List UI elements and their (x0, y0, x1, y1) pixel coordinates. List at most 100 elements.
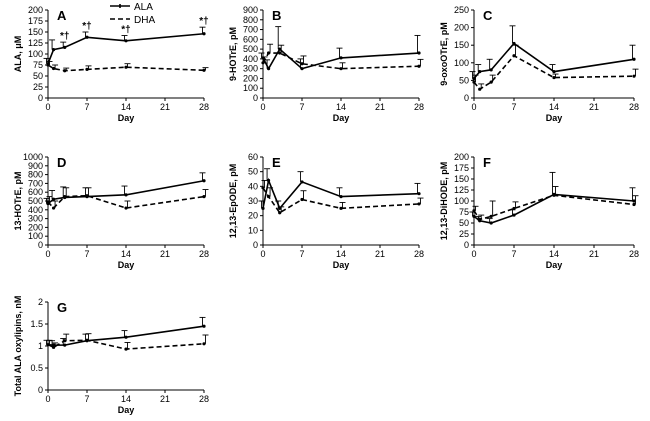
panel-g-x-tick-label: 0 (45, 394, 50, 404)
panel-c-y-tick-label: 250 (454, 5, 469, 15)
panel-a-y-label: ALA, μM (13, 36, 23, 73)
panel-d-series-ala-point (202, 179, 206, 183)
panel-g-x-tick-label: 21 (160, 394, 170, 404)
panel-b-y-tick-label: 100 (243, 83, 258, 93)
panel-a-series-dha-point (85, 67, 89, 71)
panel-b-series-ala-point (278, 47, 282, 51)
panel-a-y-tick-label: 100 (28, 49, 43, 59)
panel-a-letter: A (57, 8, 67, 23)
panel-c-series-dha-line (473, 54, 635, 91)
panel-b-series-dha-point (339, 67, 343, 71)
panel-a-significance-mark: *† (60, 31, 69, 42)
panel-a-significance-mark: *† (121, 25, 130, 36)
panel-a-x-tick-label: 14 (121, 102, 131, 112)
panel-f-series-dha-point (478, 217, 482, 222)
panel-a-series-dha (46, 61, 209, 73)
panel-e-series-ala-line (262, 177, 420, 210)
panel-f-x-tick-label: 0 (471, 249, 476, 259)
panel-c-series-dha-point (489, 80, 493, 84)
panel-b-series-dha-point (417, 64, 421, 68)
panel-e-series-dha (261, 180, 424, 215)
panel-a-y-tick-label: 0 (38, 93, 43, 103)
panel-d-series-ala-point (51, 197, 56, 201)
panel-a-series-ala-point (124, 39, 128, 43)
panel-e-y-tick-label: 30 (248, 196, 258, 206)
panel-g-y-tick-label: 0 (38, 385, 43, 395)
panel-a-series-dha-point (124, 65, 128, 69)
panel-c-x-tick-label: 7 (511, 102, 516, 112)
panel-f-y-tick-label: 75 (459, 207, 469, 217)
panel-e-x-label: Day (333, 260, 350, 270)
panel-c-y-tick-label: 0 (464, 93, 469, 103)
panel-c-x-tick-label: 21 (589, 102, 599, 112)
panel-g-series-dha (46, 333, 209, 351)
panel-c-x-tick-label: 14 (549, 102, 559, 112)
panel-a-significance-mark: *† (82, 21, 91, 32)
panel-g-y-label: Total ALA oxylipins, nM (13, 296, 23, 397)
panel-f-series-ala-point (489, 221, 493, 225)
panel-g-y-tick-label: 0.5 (30, 363, 43, 373)
panel-c-series-dha-point (632, 74, 636, 78)
panel-e-series-ala (258, 168, 421, 210)
panel-b-x-tick-label: 0 (260, 102, 265, 112)
panel-e-series-ala-point (339, 195, 343, 199)
panel-c-y-tick-label: 200 (454, 23, 469, 33)
panel-e-x-tick-label: 7 (299, 249, 304, 259)
panel-e-x-tick-label: 28 (414, 249, 424, 259)
panel-g-x-label: Day (118, 405, 135, 415)
panel-f-x-tick-label: 14 (549, 249, 559, 259)
panel-d-series-dha (46, 187, 209, 210)
panel-g-series-ala-point (124, 335, 128, 339)
panel-c-series-dha-point (478, 87, 482, 91)
panel-d-x-tick-label: 7 (84, 249, 89, 259)
panel-d-x-label: Day (118, 260, 135, 270)
panel-b-y-tick-label: 800 (243, 15, 258, 25)
panel-a-y-tick-label: 50 (33, 71, 43, 81)
panel-g-x-tick-label: 14 (121, 394, 131, 404)
panel-e-y-tick-label: 0 (253, 240, 258, 250)
panel-a-x-label: Day (118, 113, 135, 123)
panel-e-series-ala-point (417, 192, 421, 196)
panel-g-series-ala-point (63, 343, 67, 347)
panel-e-y-tick-label: 40 (248, 181, 258, 191)
panel-b-y-tick-label: 300 (243, 64, 258, 74)
panel-b-y-tick-label: 0 (253, 93, 258, 103)
panel-e-series-ala-point (266, 178, 271, 183)
panel-d-series-dha-point (63, 195, 67, 199)
panel-a-series-ala-line (47, 32, 205, 64)
panel-a-series-ala (43, 26, 206, 66)
panel-g-letter: G (57, 300, 67, 315)
panel-b-series-ala-point (300, 67, 304, 71)
panel-a-series-ala-point (63, 45, 67, 50)
panel-e: 0 10 20 30 40 50 60 0 7 14 21 28 Day 12,13-EpODE, pM E (228, 152, 424, 270)
panel-d-series-dha-point (46, 200, 50, 204)
panel-b-x-tick-label: 21 (375, 102, 385, 112)
panel-g: 0 0.5 1 1.5 2 0 7 14 21 28 Day Total ALA oxylipins,… (13, 296, 209, 415)
panel-f-y-tick-label: 125 (454, 185, 469, 195)
panel-b-y-tick-label: 400 (243, 54, 258, 64)
panel-b-series-dha-point (266, 51, 271, 55)
panel-d-y-label: 13-HOTrE, pM (13, 171, 23, 230)
panel-f-y-tick-label: 150 (454, 174, 469, 184)
panel-f-x-tick-label: 21 (589, 249, 599, 259)
panel-e-series-dha-point (261, 186, 265, 190)
panel-f-series-dha-point (552, 193, 556, 197)
panel-b-series-dha-point (300, 62, 304, 66)
panel-a-y-tick-label: 175 (28, 16, 43, 26)
panel-g-y-tick-label: 2 (38, 297, 43, 307)
panel-e-y-tick-label: 10 (248, 225, 258, 235)
panel-a-series-dha-point (202, 68, 206, 72)
panel-d-y-tick-label: 900 (28, 161, 43, 171)
panel-f-series-dha-point (472, 209, 476, 213)
panel-e-series-dha-point (266, 195, 271, 199)
panel-d-y-tick-label: 0 (38, 240, 43, 250)
panel-d-y-tick-label: 800 (28, 170, 43, 180)
panel-b-series-dha (261, 43, 424, 71)
panel-g-series-ala-point (51, 343, 56, 347)
panel-c-x-tick-label: 28 (629, 102, 639, 112)
panel-d-series-dha-point (85, 194, 89, 198)
panel-b-x-label: Day (333, 113, 350, 123)
panel-c-y-tick-label: 100 (454, 58, 469, 68)
